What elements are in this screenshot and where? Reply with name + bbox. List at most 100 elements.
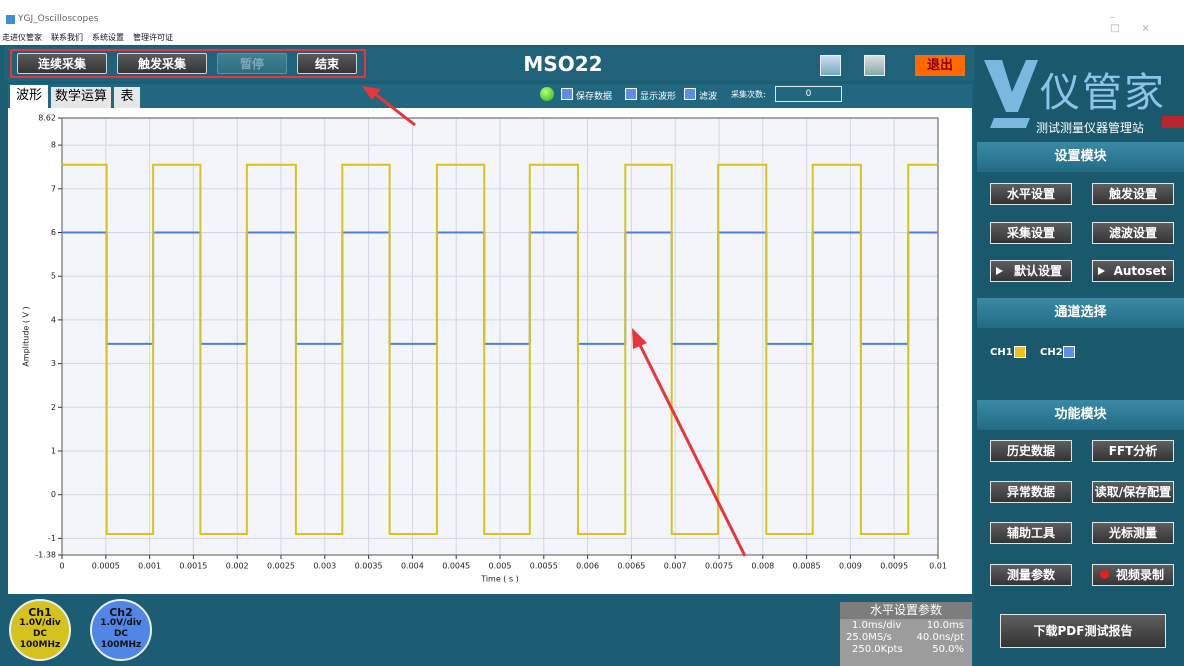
- button[interactable]: 辅助工具: [990, 522, 1072, 544]
- x-tick-label: 0.01: [929, 562, 947, 571]
- x-tick-label: 0.0095: [880, 562, 908, 571]
- y-tick-label: 7: [51, 184, 56, 193]
- y-tick-label: -1.38: [35, 551, 56, 560]
- params-title: 水平设置参数: [840, 602, 972, 619]
- tab[interactable]: 表: [114, 87, 140, 108]
- button[interactable]: 滤波设置: [1092, 222, 1174, 244]
- button[interactable]: 视频录制: [1092, 564, 1174, 586]
- button[interactable]: 默认设置: [990, 260, 1072, 282]
- menu-item[interactable]: 管理许可证: [133, 33, 173, 42]
- button[interactable]: Autoset: [1092, 260, 1174, 282]
- tab[interactable]: 波形: [10, 85, 48, 108]
- checkbox[interactable]: [561, 88, 573, 100]
- x-tick-label: 0.003: [313, 562, 336, 571]
- menu-item[interactable]: 系统设置: [92, 33, 124, 42]
- logo-bar: [1162, 116, 1184, 128]
- button[interactable]: 测量参数: [990, 564, 1072, 586]
- button[interactable]: 连续采集: [17, 53, 107, 74]
- tab[interactable]: 数学运算: [51, 87, 111, 108]
- trace: [62, 231, 938, 345]
- trace: [62, 163, 938, 536]
- report-button[interactable]: 下载PDF测试报告: [1000, 614, 1166, 648]
- menu-item[interactable]: 走进仪管家: [2, 33, 42, 42]
- button[interactable]: FFT分析: [1092, 440, 1174, 462]
- count-label: 采集次数:: [731, 90, 766, 99]
- y-tick-label: 4: [51, 315, 56, 324]
- channel-label: CH1: [990, 347, 1013, 358]
- logo-subtitle: 测试测量仪器管理站: [1036, 121, 1145, 135]
- button[interactable]: 异常数据: [990, 481, 1072, 503]
- y-tick-label: 6: [51, 228, 56, 237]
- plot-frame: [61, 117, 939, 556]
- x-tick-label: 0.008: [751, 562, 774, 571]
- button[interactable]: 读取/保存配置: [1092, 481, 1174, 503]
- param: 40.0ns/pt: [916, 632, 964, 643]
- ch1-badge[interactable]: Ch1 1.0V/div DC 100MHz: [9, 599, 71, 661]
- x-tick-label: 0.007: [664, 562, 687, 571]
- window-controls[interactable]: –□×: [1110, 12, 1172, 34]
- x-tick-label: 0.005: [489, 562, 512, 571]
- play-icon: [1098, 267, 1105, 275]
- x-tick-label: 0.0045: [442, 562, 470, 571]
- ch2-badge[interactable]: Ch2 1.0V/div DC 100MHz: [90, 599, 152, 661]
- x-tick-label: 0.0005: [92, 562, 120, 571]
- y-tick-label: 8.62: [38, 114, 56, 123]
- tab-row: [8, 84, 972, 108]
- x-tick-label: 0.0055: [530, 562, 558, 571]
- x-tick-label: 0.004: [401, 562, 424, 571]
- exit-button[interactable]: 退出: [915, 55, 965, 76]
- button[interactable]: 光标测量: [1092, 522, 1174, 544]
- x-tick-label: 0.001: [138, 562, 161, 571]
- section-header: 通道选择: [977, 298, 1184, 328]
- param: 50.0%: [932, 644, 964, 655]
- checkbox[interactable]: [1063, 346, 1075, 358]
- highlight-box: [10, 49, 366, 78]
- y-tick-label: 3: [51, 359, 56, 368]
- x-tick-label: 0.0015: [179, 562, 207, 571]
- y-tick-label: -1: [48, 534, 56, 543]
- button[interactable]: 暂停: [217, 53, 287, 74]
- button[interactable]: 历史数据: [990, 440, 1072, 462]
- ch-scale: 1.0V/div: [100, 618, 142, 628]
- section-header: 功能模块: [977, 400, 1184, 430]
- checkbox[interactable]: [1014, 346, 1026, 358]
- x-tick-label: 0.006: [576, 562, 599, 571]
- y-tick-label: 2: [51, 403, 56, 412]
- refresh-icon[interactable]: [820, 55, 841, 76]
- checkbox[interactable]: [684, 88, 696, 100]
- logo-text: 仪管家: [1040, 70, 1166, 116]
- button[interactable]: 采集设置: [990, 222, 1072, 244]
- window-title: YGJ_Oscilloscopes: [18, 14, 99, 24]
- menu-item[interactable]: 联系我们: [51, 33, 83, 42]
- ch-scale: 1.0V/div: [19, 618, 61, 628]
- button[interactable]: 水平设置: [990, 183, 1072, 205]
- checkbox-label: 滤波: [699, 92, 718, 102]
- device-title: MSO22: [523, 52, 603, 76]
- x-tick-label: 0.009: [839, 562, 862, 571]
- checkbox[interactable]: [625, 88, 637, 100]
- param: 10.0ms: [926, 620, 964, 631]
- logo-mark: [984, 60, 1038, 128]
- button[interactable]: 结束: [297, 53, 357, 74]
- x-tick-label: 0.0075: [705, 562, 733, 571]
- horizontal-params: 水平设置参数 1.0ms/div 10.0ms 25.0MS/s 40.0ns/pt…: [840, 602, 972, 666]
- button[interactable]: 触发采集: [117, 53, 207, 74]
- menu-bar: 走进仪管家 联系我们 系统设置 管理许可证: [2, 32, 173, 43]
- status-led: [540, 87, 554, 101]
- ch-coupling: DC: [113, 629, 129, 639]
- y-tick-label: 1: [51, 446, 56, 455]
- settings-icon[interactable]: [864, 55, 885, 76]
- ch-name: Ch1: [28, 606, 52, 619]
- ch-bandwidth: 100MHz: [19, 640, 61, 650]
- record-icon: [1100, 570, 1109, 579]
- y-tick-label: 0: [51, 490, 56, 499]
- param: 1.0ms/div: [852, 620, 902, 631]
- count-input[interactable]: 0: [775, 86, 842, 102]
- ch-name: Ch2: [109, 606, 133, 619]
- x-axis-label: Time ( s ): [480, 575, 519, 584]
- play-icon: [996, 267, 1003, 275]
- button[interactable]: 触发设置: [1092, 183, 1174, 205]
- channel-label: CH2: [1040, 347, 1063, 358]
